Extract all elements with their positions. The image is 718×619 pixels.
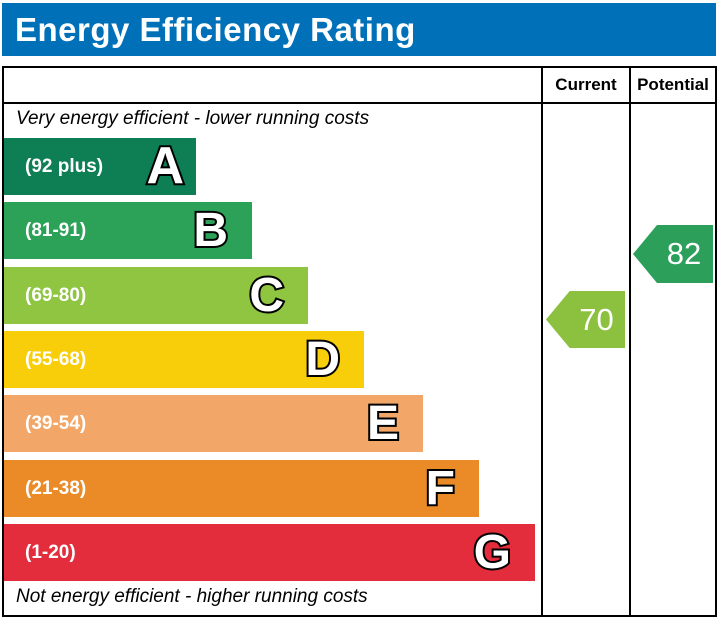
- top-note: Very energy efficient - lower running co…: [16, 108, 370, 129]
- current-rating-value: 70: [579, 301, 614, 337]
- band-e-letter: E: [365, 395, 401, 452]
- band-d-letter: D: [303, 331, 342, 388]
- band-b-range-label: (81-91): [25, 219, 87, 241]
- band-a: (92 plus) A: [4, 136, 196, 197]
- band-a-range-label: (92 plus): [25, 155, 104, 177]
- band-f-letter: F: [424, 460, 457, 517]
- band-d: (55-68) D: [4, 331, 364, 388]
- bottom-note: Not energy efficient - higher running co…: [16, 586, 368, 607]
- potential-rating-arrow: 82: [633, 225, 713, 283]
- potential-column-divider: [629, 68, 631, 615]
- column-header-current: Current: [555, 75, 617, 94]
- header-bar: Energy Efficiency Rating: [2, 3, 716, 56]
- band-f: (21-38) F: [4, 460, 479, 517]
- page-title: Energy Efficiency Rating: [15, 10, 416, 48]
- band-c-letter: C: [247, 267, 286, 324]
- current-rating-arrow: 70: [546, 291, 625, 348]
- band-d-range-label: (55-68): [25, 348, 87, 370]
- current-column-divider: [541, 68, 543, 615]
- potential-rating-value: 82: [666, 236, 702, 271]
- band-g-letter: G: [472, 524, 513, 581]
- band-g: (1-20) G: [4, 524, 535, 581]
- band-g-range-label: (1-20): [25, 541, 76, 563]
- band-a-letter: A: [144, 136, 186, 197]
- band-f-range-label: (21-38): [25, 477, 87, 499]
- band-c: (69-80) C: [4, 267, 308, 324]
- band-b: (81-91) B: [4, 202, 252, 259]
- header-row-divider: [4, 102, 715, 104]
- band-c-range-label: (69-80): [25, 284, 87, 306]
- column-header-potential: Potential: [637, 75, 709, 94]
- band-e-range-label: (39-54): [25, 412, 87, 434]
- band-b-letter: B: [191, 202, 230, 259]
- rating-table: Current Potential Very energy efficient …: [2, 66, 717, 617]
- band-e: (39-54) E: [4, 395, 423, 452]
